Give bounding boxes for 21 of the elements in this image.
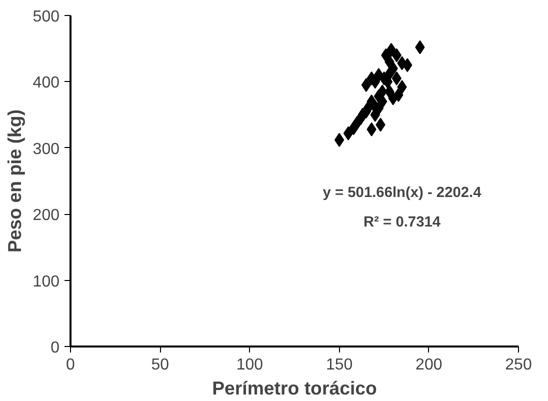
y-tick-label: 100 xyxy=(32,273,60,290)
y-tick-label: 500 xyxy=(32,8,60,26)
point xyxy=(361,78,372,92)
x-tick-label: 200 xyxy=(416,356,442,374)
x-axis-title: Perímetro torácico xyxy=(212,378,377,398)
y-axis-title: Peso en pie (kg) xyxy=(4,109,25,253)
annotation: y = 501.66ln(x) - 2202.4 xyxy=(322,184,482,201)
y-tick-label: 0 xyxy=(50,340,60,356)
x-tick-label: 50 xyxy=(151,356,170,374)
annotation: R² = 0.7314 xyxy=(364,214,442,231)
point xyxy=(377,94,388,109)
y-tick-label: 300 xyxy=(32,140,60,158)
point xyxy=(386,42,396,57)
y-tick-label: 200 xyxy=(32,207,60,224)
x-tick-label: 250 xyxy=(505,356,532,374)
point xyxy=(343,126,354,140)
x-tick-label: 150 xyxy=(326,356,353,374)
y-tick-label: 400 xyxy=(32,74,60,92)
point xyxy=(334,132,344,147)
x-tick-label: 0 xyxy=(66,356,76,374)
x-tick-label: 100 xyxy=(236,356,264,374)
